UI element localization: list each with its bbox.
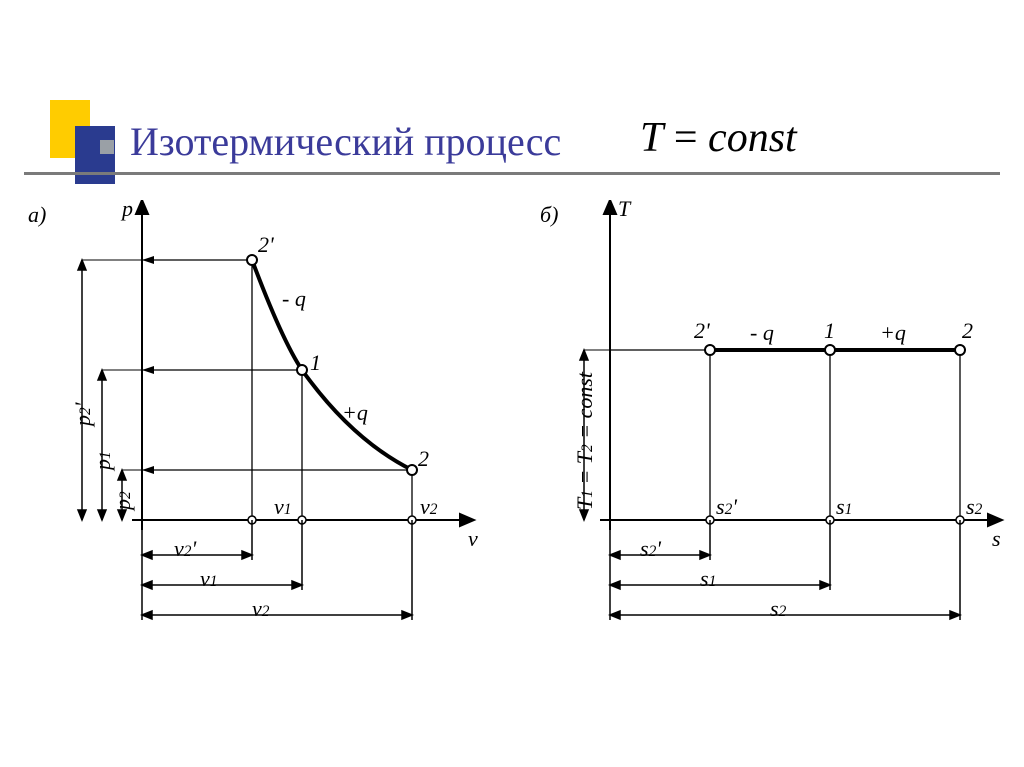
label-Tconst: T1 = T2 = const [572,372,598,510]
label-v1-dim: v1 [200,566,217,592]
label-plus-q-b: +q [880,320,906,346]
title-underline [24,172,1000,175]
label-minus-q-a: - q [282,286,306,312]
label-v2prime-dim: v2' [174,536,196,562]
label-s2-axis: s2 [966,494,982,520]
label-v2-dim: v2 [252,596,269,622]
diagram-b-ts: б) T s 2' 1 2 - q +q T1 = T2 = const s2'… [540,200,1010,640]
label-s-axis: s [992,526,1001,552]
label-point-2-a: 2 [418,446,429,472]
formula-const: const [708,115,797,161]
label-panel-b: б) [540,202,558,228]
label-panel-a: a) [28,202,46,228]
formula-eq: = [663,115,708,161]
label-s2-dim: s2 [770,596,786,622]
label-point-1-b: 1 [824,318,835,344]
label-v2-axis: v2 [420,494,437,520]
label-s1-axis: s1 [836,494,852,520]
diagram-a-pv: a) p v 2' 1 2 - q +q p2' p1 p2 v1 v2 v2'… [22,200,502,640]
label-v1-axis: v1 [274,494,291,520]
formula-T: T [640,115,663,161]
deco-gray-square [100,140,114,154]
label-p1: p1 [90,451,116,470]
label-point-1-a: 1 [310,350,321,376]
label-plus-q-a: +q [342,400,368,426]
label-v-axis: v [468,526,478,552]
page-title: Изотермический процесс [130,118,561,165]
label-s1-dim: s1 [700,566,716,592]
label-s2prime-dim: s2' [640,536,661,562]
deco-blue-square [75,126,115,184]
label-point-2prime-a: 2' [258,232,274,258]
label-T-axis: T [618,196,630,222]
label-s2prime-axis: s2' [716,494,737,520]
label-p2: p2 [110,491,136,510]
label-point-2prime-b: 2' [694,318,710,344]
label-minus-q-b: - q [750,320,774,346]
label-p2prime: p2' [70,403,96,426]
label-p-axis: p [122,196,133,222]
label-point-2-b: 2 [962,318,973,344]
formula-t-const: T = const [640,114,797,162]
